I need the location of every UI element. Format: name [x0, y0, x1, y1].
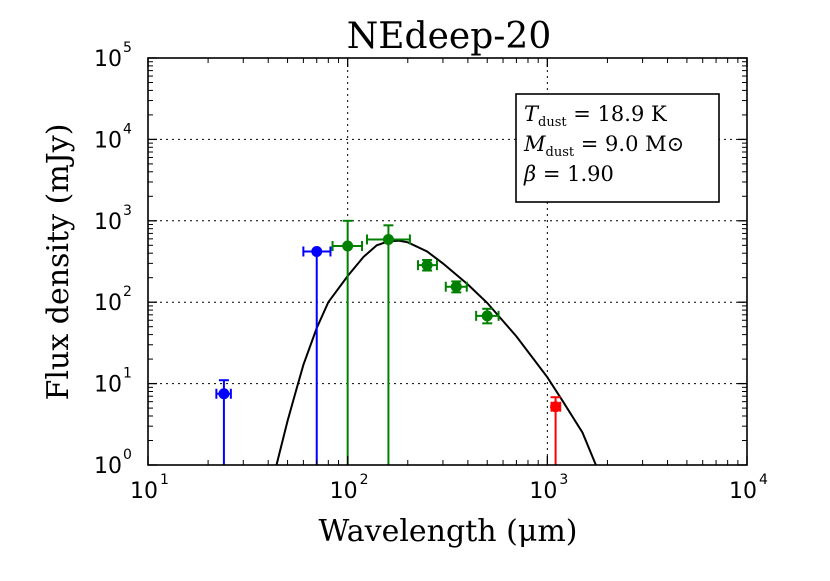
- y-axis-label: Flux density (mJy): [41, 124, 76, 401]
- data-marker: [550, 401, 562, 413]
- y-tick-label: 10: [94, 128, 122, 153]
- x-tick-exponent: 4: [759, 472, 768, 488]
- y-tick-label: 10: [94, 210, 122, 235]
- y-tick-exponent: 4: [123, 121, 132, 137]
- data-point-green: [416, 258, 438, 272]
- x-tick-label: 10: [729, 479, 757, 504]
- x-tick-label: 10: [130, 479, 158, 504]
- data-point-green: [444, 280, 468, 294]
- data-point-red: [550, 396, 562, 465]
- x-axis-label: Wavelength (μm): [319, 514, 578, 549]
- data-points-group: [215, 219, 562, 465]
- plot-frame: [147, 57, 748, 466]
- data-point-green: [366, 224, 411, 465]
- data-marker: [382, 233, 394, 245]
- x-tick-label: 10: [330, 479, 358, 504]
- legend-line: β = 1.90: [523, 162, 614, 186]
- data-marker: [481, 310, 493, 322]
- x-ticks: 10 1 10 2 10 3 10 4: [130, 58, 768, 504]
- y-tick-exponent: 5: [123, 40, 132, 56]
- data-marker: [311, 245, 323, 257]
- y-tick-label: 10: [94, 454, 122, 479]
- data-point-green: [331, 219, 364, 465]
- y-tick-exponent: 2: [123, 284, 132, 300]
- x-tick-exponent: 3: [559, 472, 568, 488]
- data-point-blue: [302, 245, 332, 465]
- data-point-green: [475, 307, 500, 325]
- x-tick-label: 10: [529, 479, 557, 504]
- data-marker: [421, 259, 433, 271]
- chart-title: NEdeep-20: [347, 16, 551, 57]
- data-marker: [342, 240, 354, 252]
- x-tick-exponent: 1: [160, 472, 169, 488]
- x-tick-exponent: 2: [360, 472, 369, 488]
- model-curve-group: [275, 239, 597, 466]
- legend-line: Tdust = 18.9 K: [524, 102, 667, 130]
- y-tick-label: 10: [94, 47, 122, 72]
- y-tick-label: 10: [94, 291, 122, 316]
- y-tick-exponent: 0: [123, 447, 132, 463]
- y-tick-label: 10: [94, 373, 122, 398]
- data-point-blue: [215, 379, 232, 465]
- y-tick-exponent: 1: [123, 366, 132, 382]
- y-tick-exponent: 3: [123, 203, 132, 219]
- data-marker: [450, 281, 462, 293]
- legend-line: Mdust = 9.0 M⊙: [523, 132, 684, 160]
- legend-frame: [515, 93, 720, 203]
- data-marker: [218, 388, 230, 400]
- model-curve-line: [275, 239, 597, 466]
